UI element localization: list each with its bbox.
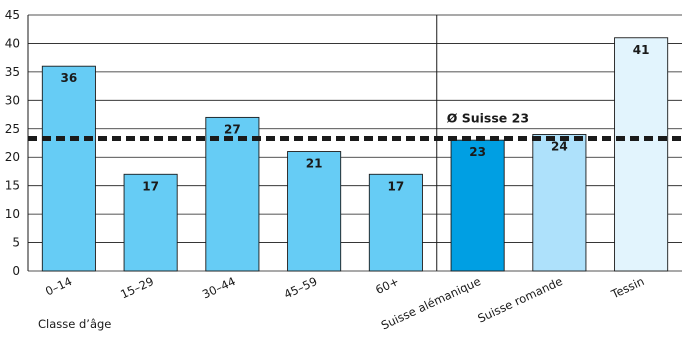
y-tick-label: 25 [5, 122, 20, 136]
x-axis-label: Classe d’âge [38, 317, 111, 331]
y-tick-label: 35 [5, 65, 20, 79]
average-line-group: Ø Suisse 23 [28, 110, 682, 141]
bar [123, 173, 178, 272]
average-label: Ø Suisse 23 [447, 110, 529, 125]
bars [41, 37, 669, 272]
bar [532, 134, 587, 272]
bar [450, 139, 505, 272]
value-label: 36 [61, 71, 78, 85]
y-axis-ticks: 0 5 10 15 20 25 30 35 40 45 [5, 8, 20, 278]
value-label: 27 [224, 122, 241, 136]
y-tick-label: 15 [5, 179, 20, 193]
y-tick-label: 20 [5, 150, 20, 164]
bar [287, 151, 342, 272]
y-tick-label: 10 [5, 207, 20, 221]
x-category-label: 0–14 [43, 274, 74, 298]
bar [614, 37, 669, 272]
bar [205, 116, 260, 272]
bar [41, 65, 96, 272]
value-label: 17 [142, 179, 159, 193]
y-tick-label: 0 [12, 264, 20, 278]
value-label: 41 [633, 43, 650, 57]
x-axis-categories: 0–14 15–29 30–44 45–59 60+Suisse alémaniqueS… [43, 274, 646, 332]
value-label: 21 [306, 157, 323, 171]
y-tick-label: 40 [5, 36, 20, 50]
x-category-label: 15–29 [118, 274, 156, 301]
value-label: 24 [551, 139, 568, 153]
value-label: 17 [388, 179, 405, 193]
x-category-label: 60+ [373, 274, 401, 297]
x-category-label: Tessin [608, 274, 646, 302]
value-label: 23 [469, 145, 486, 159]
y-tick-label: 45 [5, 8, 20, 22]
bar [368, 173, 423, 272]
value-labels: 36 17 27 21 17 23 24 41 [61, 43, 650, 194]
x-category-label: Suisse romande [475, 274, 564, 326]
x-category-label: 45–59 [282, 274, 320, 301]
y-tick-label: 30 [5, 93, 20, 107]
y-tick-label: 5 [12, 236, 20, 250]
x-category-label: 30–44 [200, 274, 238, 301]
